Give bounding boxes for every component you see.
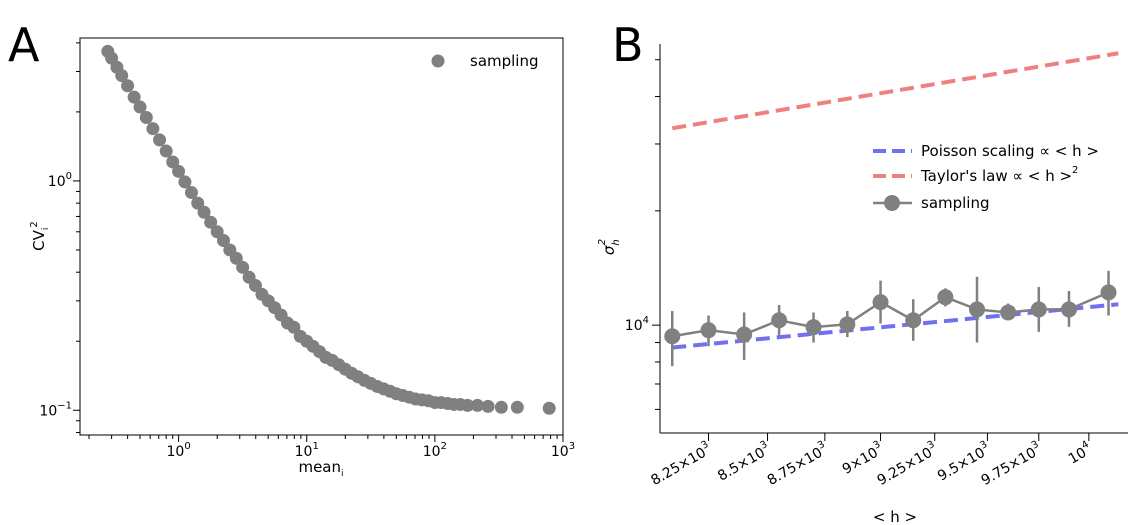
panel-a-letter: A xyxy=(8,18,40,72)
sampling-point xyxy=(700,322,717,339)
scatter-point xyxy=(229,251,243,265)
panel-b-y-axis-label: σh2 xyxy=(597,239,622,255)
sampling-point xyxy=(1100,284,1117,301)
panel-a-x-tick-label: 102 xyxy=(423,441,447,460)
svg-text:CVi2: CVi2 xyxy=(29,221,51,251)
scatter-point xyxy=(542,401,556,415)
panel-b-legend: Poisson scaling ∝ < h > Taylor's law ∝ <… xyxy=(873,142,1099,212)
scatter-point xyxy=(191,196,205,210)
panel-b-legend-poisson-label: Poisson scaling ∝ < h > xyxy=(921,142,1099,160)
panel-b-legend-sampling-label: sampling xyxy=(921,194,990,212)
scatter-point xyxy=(121,79,135,93)
panel-b-y-ticks: 104 xyxy=(625,59,660,410)
scatter-point xyxy=(204,215,218,229)
panel-a-y-ticks: 100 10−1 xyxy=(39,42,80,433)
panel-b-x-tick-label: 8.75×103 xyxy=(763,439,831,489)
panel-a-frame xyxy=(79,37,564,436)
sampling-point xyxy=(664,328,681,345)
sampling-point xyxy=(1000,304,1017,321)
scatter-point xyxy=(481,399,495,413)
scatter-point xyxy=(139,111,153,125)
scatter-point xyxy=(494,400,508,414)
panel-a-x-tick-label: 103 xyxy=(551,441,575,460)
panel-b-legend-sampling-marker xyxy=(884,195,900,211)
taylors-law-line xyxy=(671,51,1119,131)
sampling-point xyxy=(805,319,822,336)
panel-b-x-tick-label: 104 xyxy=(1064,439,1094,468)
scatter-point xyxy=(127,90,141,104)
scatter-point xyxy=(115,69,129,83)
sampling-point xyxy=(969,301,986,318)
scatter-point xyxy=(197,205,211,219)
panel-a-plot-area: 100 101 102 103 100 10−1 xyxy=(39,37,575,460)
scatter-point xyxy=(178,175,192,189)
panel-a-legend-marker xyxy=(431,54,445,68)
panel-b-legend-taylor-label: Taylor's law ∝ < h >2 xyxy=(920,165,1078,185)
panel-a-x-tick-label: 101 xyxy=(295,441,319,460)
panel-a-scatter-points xyxy=(101,44,556,415)
scatter-point xyxy=(184,186,198,200)
sampling-point xyxy=(839,316,856,333)
scatter-point xyxy=(133,100,147,114)
panel-a-legend-label: sampling xyxy=(470,52,539,70)
panel-b-y-tick-label: 104 xyxy=(625,315,649,334)
sampling-point xyxy=(1030,301,1047,318)
scatter-point xyxy=(216,233,230,247)
sampling-point xyxy=(771,312,788,329)
scatter-point xyxy=(287,320,301,334)
scatter-point xyxy=(159,144,173,158)
sampling-point xyxy=(872,294,889,311)
panel-b-series xyxy=(664,51,1119,367)
scatter-point xyxy=(470,398,484,412)
panel-b-x-tick-label: 8.5×103 xyxy=(714,439,774,485)
scatter-point xyxy=(236,260,250,274)
panel-a-x-axis-label: meani xyxy=(298,458,343,479)
panel-a-y-tick-label: 100 xyxy=(48,171,72,190)
sampling-point xyxy=(736,326,753,343)
panel-b-x-tick-label: 9.25×103 xyxy=(873,439,941,489)
panel-b-letter: B xyxy=(612,18,644,72)
panel-a-x-ticks: 100 101 102 103 xyxy=(88,435,575,460)
panel-a-y-tick-label: 10−1 xyxy=(39,400,72,419)
scatter-point xyxy=(461,398,475,412)
sampling-point xyxy=(937,289,954,306)
panel-a-x-tick-label: 100 xyxy=(167,441,191,460)
panel-a-legend: sampling xyxy=(431,52,539,70)
sampling-point xyxy=(1060,301,1077,318)
scatter-point xyxy=(172,164,186,178)
scatter-point xyxy=(510,400,524,414)
panel-a-y-axis-label: CVi2 xyxy=(29,221,51,251)
scatter-point xyxy=(153,133,167,147)
panel-b-x-tick-label: 8.25×103 xyxy=(647,439,715,489)
scatter-point xyxy=(166,155,180,169)
scatter-point xyxy=(248,278,262,292)
sampling-point xyxy=(905,312,922,329)
svg-text:σh2: σh2 xyxy=(597,239,622,255)
scatter-point xyxy=(146,122,160,136)
panel-b-x-axis-label: < h > xyxy=(873,508,917,525)
